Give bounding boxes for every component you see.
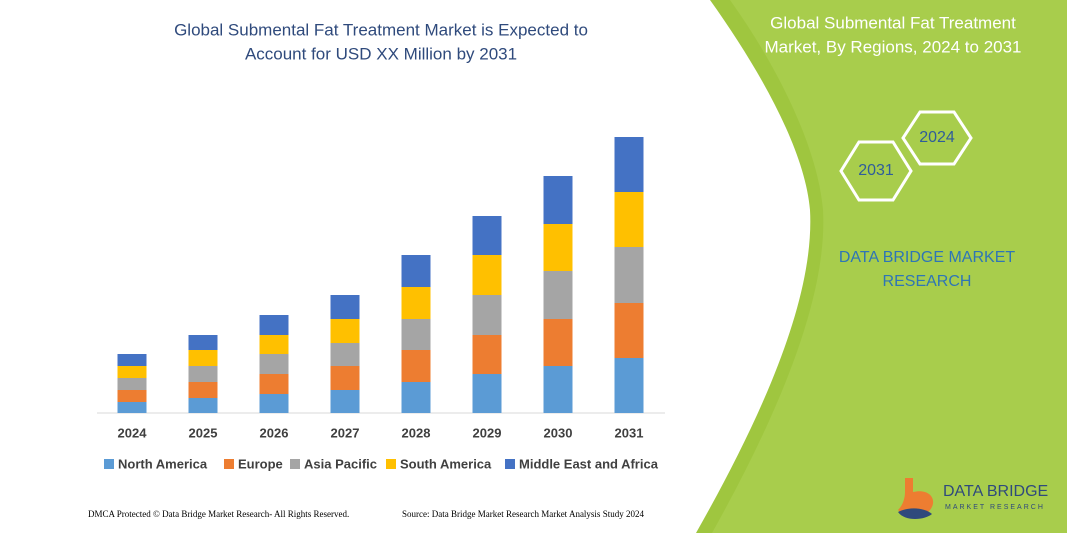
bar-segment bbox=[117, 402, 147, 413]
legend-swatch bbox=[386, 459, 396, 469]
legend-swatch bbox=[104, 459, 114, 469]
x-tick-label: 2029 bbox=[473, 425, 502, 440]
bar-segment bbox=[259, 374, 289, 394]
logo-icon bbox=[898, 478, 934, 517]
bar-segment bbox=[259, 354, 289, 374]
hexagon-label: 2024 bbox=[919, 129, 955, 146]
legend-label: Europe bbox=[238, 456, 283, 471]
hexagon bbox=[901, 110, 973, 166]
bar-segment bbox=[472, 255, 502, 295]
bar-segment bbox=[401, 350, 431, 382]
bar-segment bbox=[188, 335, 218, 350]
bar-segment bbox=[614, 192, 644, 247]
bar-segment bbox=[117, 390, 147, 402]
brand-text: DATA BRIDGE MARKET bbox=[839, 249, 1016, 266]
bar-segment bbox=[614, 303, 644, 358]
bar-segment bbox=[472, 295, 502, 335]
bar-segment bbox=[188, 350, 218, 366]
hexagon-label: 2031 bbox=[858, 162, 894, 179]
panel-title: Global Submental Fat Treatment bbox=[770, 13, 1016, 32]
x-tick-label: 2025 bbox=[189, 425, 218, 440]
footer-text: Source: Data Bridge Market Research Mark… bbox=[402, 509, 644, 519]
x-tick-label: 2031 bbox=[615, 425, 644, 440]
x-tick-label: 2028 bbox=[402, 425, 431, 440]
x-tick-label: 2027 bbox=[331, 425, 360, 440]
bar-segment bbox=[543, 176, 573, 224]
bar-segment bbox=[401, 287, 431, 319]
logo-text: DATA BRIDGE bbox=[943, 483, 1048, 500]
bar-segment bbox=[401, 255, 431, 287]
bar-segment bbox=[614, 137, 644, 192]
bar-segment bbox=[188, 382, 218, 398]
bar-segment bbox=[259, 315, 289, 335]
bar-segment bbox=[614, 247, 644, 303]
bar-segment bbox=[472, 335, 502, 374]
legend-swatch bbox=[290, 459, 300, 469]
bar-segment bbox=[472, 374, 502, 413]
legend-label: South America bbox=[400, 456, 492, 471]
bar-segment bbox=[543, 224, 573, 271]
bar-segment bbox=[330, 343, 360, 366]
chart-title: Global Submental Fat Treatment Market is… bbox=[174, 20, 588, 39]
chart-title: Account for USD XX Million by 2031 bbox=[245, 44, 517, 63]
bar-segment bbox=[330, 366, 360, 390]
bar-segment bbox=[117, 354, 147, 366]
panel-title: Market, By Regions, 2024 to 2031 bbox=[764, 37, 1021, 56]
hexagon bbox=[839, 140, 913, 202]
bar-segment bbox=[330, 390, 360, 413]
footer-text: DMCA Protected © Data Bridge Market Rese… bbox=[88, 509, 349, 519]
bar-segment bbox=[543, 366, 573, 413]
bar-segment bbox=[401, 319, 431, 350]
legend-label: Asia Pacific bbox=[304, 456, 377, 471]
bar-segment bbox=[259, 394, 289, 413]
logo-icon bbox=[898, 508, 932, 519]
bar-segment bbox=[259, 335, 289, 354]
bar-segment bbox=[117, 366, 147, 378]
x-tick-label: 2024 bbox=[118, 425, 148, 440]
bar-segment bbox=[543, 319, 573, 366]
bar-segment bbox=[117, 378, 147, 390]
legend-swatch bbox=[505, 459, 515, 469]
legend-label: Middle East and Africa bbox=[519, 456, 659, 471]
bar-segment bbox=[188, 398, 218, 413]
bar-segment bbox=[472, 216, 502, 255]
legend-label: North America bbox=[118, 456, 208, 471]
bar-segment bbox=[401, 382, 431, 413]
logo-tagline: MARKET RESEARCH bbox=[945, 504, 1045, 511]
bar-segment bbox=[188, 366, 218, 382]
legend-swatch bbox=[224, 459, 234, 469]
x-tick-label: 2030 bbox=[544, 425, 573, 440]
bar-segment bbox=[330, 319, 360, 343]
side-panel-inner bbox=[712, 0, 1067, 533]
brand-text: RESEARCH bbox=[883, 273, 972, 290]
x-tick-label: 2026 bbox=[260, 425, 289, 440]
bar-segment bbox=[330, 295, 360, 319]
bar-segment bbox=[543, 271, 573, 319]
bar-segment bbox=[614, 358, 644, 413]
